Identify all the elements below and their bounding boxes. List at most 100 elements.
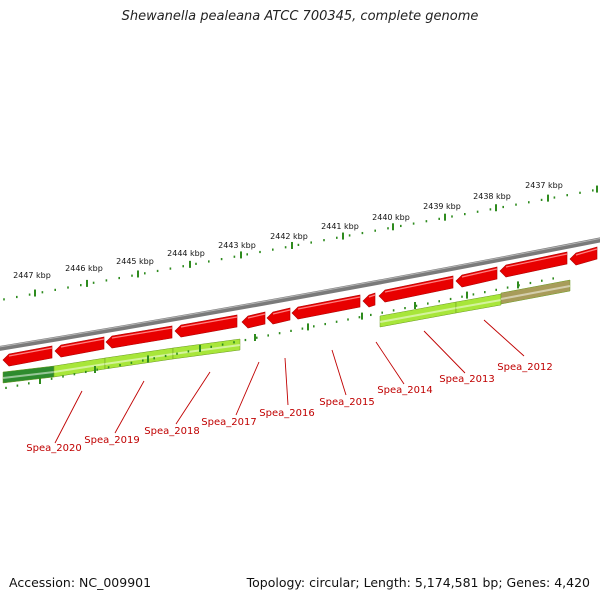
scale-dot — [16, 295, 18, 299]
inner-dot — [404, 307, 406, 310]
gene-label-leader — [331, 349, 347, 396]
scale-dot — [348, 234, 351, 237]
scale-dot — [412, 222, 415, 225]
scale-major-tick — [596, 185, 598, 193]
gene-label-leader — [54, 390, 83, 444]
scale-major-tick — [291, 241, 293, 249]
scale-dot — [566, 194, 568, 197]
inner-dot — [73, 373, 76, 376]
cds-block-shade — [379, 307, 457, 323]
inner-major-tick — [147, 355, 149, 363]
gene-arrow-highlight — [180, 316, 238, 328]
gene-arrow-highlight — [297, 296, 361, 310]
inner-dot — [50, 377, 53, 380]
inner-dot — [324, 322, 326, 326]
scale-label: 2445 kbp — [116, 257, 154, 266]
gene-label-leader — [483, 319, 525, 357]
scale-dot — [272, 248, 274, 251]
scale-label: 2439 kbp — [423, 202, 461, 211]
scale-major-tick — [547, 194, 549, 202]
genome-backbone — [0, 237, 600, 351]
scale-dot — [464, 213, 466, 216]
gene-label-leader — [284, 357, 289, 406]
scale-label: 2446 kbp — [65, 264, 103, 273]
gene-arrow-highlight — [272, 309, 291, 315]
scale-dot — [579, 191, 581, 194]
inner-dot — [62, 375, 64, 378]
gene-arrow — [105, 325, 173, 349]
gene-label: Spea_2019 — [84, 435, 139, 446]
inner-major-tick — [39, 377, 41, 384]
inner-dot — [256, 336, 258, 339]
gene-arrow — [266, 307, 291, 325]
gene-arrow-highlight — [575, 248, 598, 256]
inner-dot — [335, 320, 338, 323]
inner-dot — [96, 368, 98, 371]
scale-dot — [425, 220, 428, 223]
inner-dot — [130, 361, 133, 364]
scale-dot — [515, 203, 517, 206]
inner-dot — [210, 345, 212, 348]
scale-dot — [528, 201, 530, 204]
inner-major-tick — [199, 345, 201, 352]
inner-dot — [370, 313, 372, 317]
scale-dot — [553, 196, 556, 199]
gene-arrow-highlight — [247, 313, 266, 319]
inner-major-tick — [466, 291, 468, 299]
gene-arrow — [54, 336, 105, 358]
scale-dot — [144, 272, 146, 275]
inner-dot — [472, 293, 475, 296]
inner-dot — [267, 334, 269, 337]
gene-label: Spea_2013 — [439, 374, 494, 385]
inner-dot — [552, 277, 554, 280]
inner-major-tick — [307, 323, 309, 331]
gene-arrow-highlight — [8, 347, 53, 357]
scale-dot — [156, 269, 159, 273]
genome-backbone-highlight — [0, 237, 600, 348]
inner-dot — [381, 311, 383, 314]
scale-label: 2443 kbp — [218, 241, 256, 250]
inner-dot — [28, 382, 30, 385]
gene-track — [2, 246, 598, 367]
scale-dot — [540, 198, 543, 202]
scale-dot — [92, 281, 95, 284]
gene-label: Spea_2018 — [144, 426, 199, 437]
gene-arrow — [2, 345, 53, 367]
gene-label-leader — [423, 330, 466, 374]
inner-major-tick — [414, 302, 416, 309]
scale-major-tick — [34, 289, 36, 297]
scale-dot — [169, 267, 172, 270]
scale-dot — [233, 255, 236, 258]
gene-arrow-highlight — [461, 268, 498, 278]
gene-arrow — [378, 275, 454, 303]
inner-scale-ticks — [5, 277, 554, 389]
scale-label: 2447 kbp — [13, 271, 51, 280]
inner-dot — [438, 300, 440, 303]
inner-dot — [142, 359, 144, 362]
gene-label: Spea_2015 — [319, 397, 374, 408]
cds-track — [2, 279, 571, 384]
scale-dot — [387, 227, 389, 230]
cds-block-shade — [455, 299, 502, 309]
scale-dot — [438, 217, 440, 220]
scale-dot — [284, 246, 287, 249]
gene-label: Spea_2014 — [377, 385, 432, 396]
scale-dot — [67, 286, 69, 289]
scale-dot — [195, 262, 197, 265]
inner-dot — [153, 357, 155, 360]
scale-dot — [118, 276, 120, 280]
scale-dot — [41, 291, 44, 294]
scale-dot — [54, 288, 56, 291]
inner-dot — [529, 281, 532, 285]
inner-dot — [358, 316, 361, 319]
scale-label: 2442 kbp — [270, 232, 308, 241]
scale-major-tick — [392, 223, 394, 231]
scale-label: 2438 kbp — [473, 192, 511, 201]
scale-label: 2444 kbp — [167, 249, 205, 258]
inner-dot — [495, 288, 497, 291]
cds-block-shade — [500, 285, 571, 300]
inner-dot — [484, 291, 486, 294]
inner-dot — [16, 384, 19, 387]
inner-major-tick — [361, 312, 363, 320]
